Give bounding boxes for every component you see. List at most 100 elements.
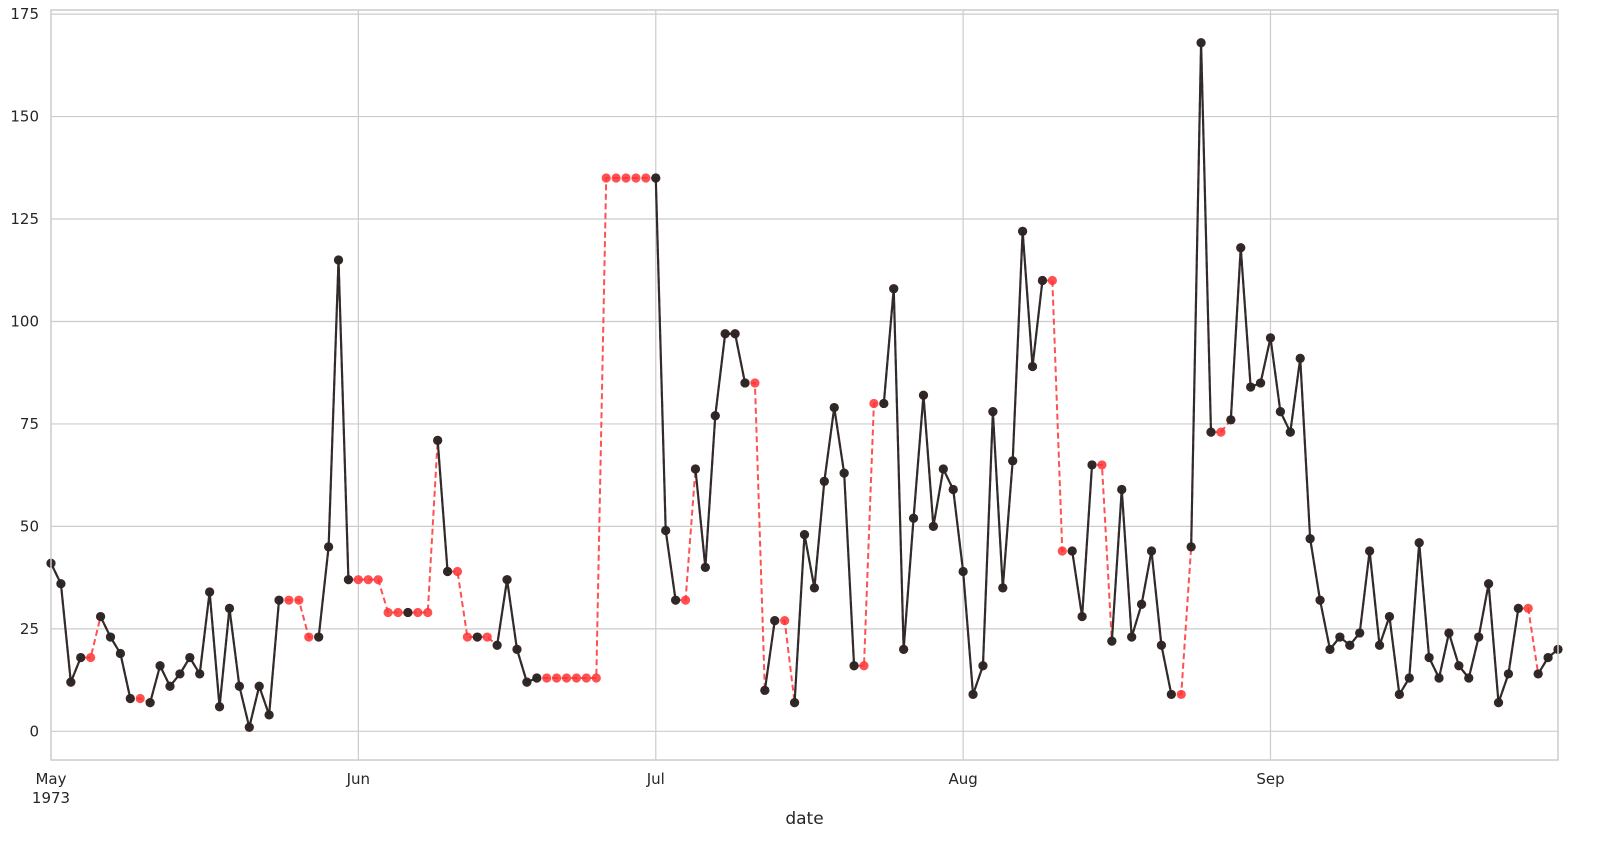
observed-point — [1206, 427, 1216, 437]
imputed-point — [462, 632, 473, 642]
observed-point — [671, 595, 681, 605]
imputed-point — [413, 607, 423, 618]
observed-point — [1365, 546, 1375, 556]
observed-point — [889, 284, 899, 294]
x-tick-sublabel: 1973 — [32, 789, 70, 807]
observed-point — [1533, 669, 1543, 679]
observed-point — [899, 644, 909, 654]
observed-point — [918, 390, 929, 400]
imputed-point — [552, 673, 562, 683]
observed-point — [115, 648, 126, 659]
observed-point — [502, 575, 512, 585]
observed-point — [829, 402, 839, 413]
imputed-point — [571, 673, 582, 683]
imputed-point — [561, 673, 572, 683]
observed-point — [1305, 534, 1315, 544]
observed-point — [1325, 644, 1335, 654]
observed-line — [99, 616, 132, 699]
observed-point — [1246, 382, 1256, 392]
observed-point — [1037, 275, 1048, 286]
imputed-point — [373, 575, 383, 585]
observed-point — [1454, 661, 1464, 671]
observed-line — [1110, 489, 1173, 695]
observed-point — [1136, 599, 1147, 609]
x-axis-label: date — [785, 809, 823, 829]
observed-point — [710, 411, 720, 421]
imputed-point — [1216, 427, 1226, 437]
y-tick-label: 175 — [10, 5, 39, 23]
observed-point — [938, 464, 948, 474]
observed-point — [998, 583, 1008, 593]
observed-point — [1186, 542, 1196, 552]
observed-point — [1117, 484, 1127, 495]
observed-point — [958, 566, 968, 577]
observed-point — [343, 575, 354, 585]
observed-point — [244, 722, 254, 732]
observed-point — [1355, 628, 1365, 638]
observed-point — [1543, 652, 1553, 663]
observed-point — [978, 661, 988, 671]
imputed-point — [631, 173, 641, 183]
observed-line — [654, 177, 677, 601]
observed-point — [690, 464, 701, 474]
observed-point — [333, 255, 344, 265]
observed-point — [433, 435, 443, 445]
imputed-point — [641, 173, 651, 183]
observed-point — [1008, 456, 1018, 466]
observed-series — [46, 38, 1563, 732]
observed-point — [720, 329, 730, 339]
imputed-point — [482, 632, 492, 642]
observed-point — [1156, 640, 1167, 650]
imputed-point — [135, 693, 145, 704]
observed-point — [492, 640, 502, 650]
x-tick-label: Sep — [1256, 770, 1284, 788]
observed-point — [185, 652, 195, 663]
observed-point — [928, 521, 938, 531]
imputed-point — [542, 673, 552, 683]
observed-line — [50, 562, 82, 683]
imputed-point — [393, 607, 403, 618]
imputed-point — [750, 378, 760, 388]
observed-point — [214, 702, 225, 712]
imputed-point — [452, 566, 463, 577]
imputed-series — [46, 38, 1563, 732]
imputed-point — [284, 595, 294, 605]
imputed-point — [1097, 460, 1107, 470]
observed-point — [1226, 415, 1236, 425]
observed-point — [512, 644, 522, 654]
observed-point — [1513, 603, 1523, 613]
y-tick-label: 75 — [20, 415, 39, 433]
observed-point — [1265, 333, 1276, 343]
observed-line — [436, 440, 449, 572]
observed-line — [763, 620, 776, 691]
observed-point — [1255, 378, 1266, 388]
observed-point — [789, 698, 800, 708]
observed-point — [1345, 640, 1355, 650]
observed-point — [442, 566, 453, 577]
observed-point — [1414, 538, 1424, 548]
observed-line — [149, 591, 281, 728]
observed-point — [1374, 640, 1385, 650]
x-tick-label: May — [35, 770, 66, 788]
imputed-point — [423, 607, 433, 618]
observed-point — [1127, 632, 1137, 642]
imputed-point — [86, 652, 96, 663]
observed-point — [839, 468, 849, 478]
observed-point — [56, 579, 66, 589]
observed-point — [1384, 611, 1395, 622]
imputed-point — [1523, 603, 1533, 613]
observed-point — [1434, 673, 1444, 683]
observed-point — [700, 562, 710, 572]
observed-point — [264, 710, 274, 720]
imputed-point — [1057, 546, 1067, 556]
observed-point — [314, 632, 324, 642]
imputed-point — [591, 673, 601, 683]
imputed-point — [363, 575, 373, 585]
y-tick-label: 125 — [10, 210, 39, 228]
imputed-point — [383, 607, 393, 618]
y-tick-label: 0 — [29, 722, 39, 740]
observed-point — [1474, 632, 1484, 642]
observed-point — [730, 329, 740, 339]
observed-point — [254, 681, 264, 691]
